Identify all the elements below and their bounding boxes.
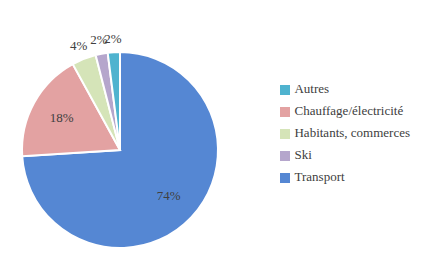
svg-text:74%: 74%: [157, 188, 181, 203]
svg-text:4%: 4%: [70, 38, 88, 53]
html-text:Ski: Ski: [294, 147, 312, 162]
svg-text:2%: 2%: [104, 31, 122, 46]
html-text:Habitants, commerces: Habitants, commerces: [294, 125, 410, 140]
svg-text:18%: 18%: [50, 110, 74, 125]
html-text:Transport: Transport: [294, 169, 345, 184]
html-text:Chauffage/électricité: Chauffage/électricité: [294, 103, 404, 118]
html-text:Autres: Autres: [294, 81, 330, 96]
svg-text:2%: 2%: [90, 32, 108, 48]
